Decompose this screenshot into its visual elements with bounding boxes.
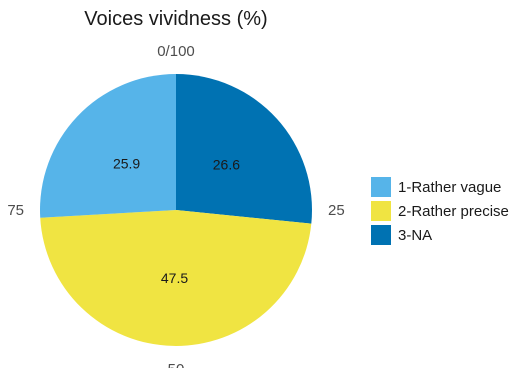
- pie-slices: [40, 74, 312, 346]
- chart-title: Voices vividness (%): [84, 8, 267, 30]
- legend-swatch-2: [371, 201, 391, 221]
- slice-label-3-na: 26.6: [213, 156, 240, 172]
- legend-label-2: 2-Rather precise: [398, 203, 509, 220]
- pie-slice-2-rather-precise: [40, 210, 312, 346]
- angle-tick-labels: 0/100 25 50 75: [7, 43, 344, 368]
- pie-slice-3-na: [176, 74, 312, 224]
- legend-swatch-3: [371, 225, 391, 245]
- slice-label-1-rather-vague: 25.9: [113, 155, 140, 171]
- tick-label-50: 50: [168, 361, 185, 368]
- legend: 1-Rather vague 2-Rather precise 3-NA: [371, 177, 509, 245]
- legend-label-1: 1-Rather vague: [398, 179, 501, 196]
- slice-data-labels: 26.6 47.5 25.9: [113, 155, 240, 286]
- tick-label-75: 75: [7, 202, 24, 219]
- legend-label-3: 3-NA: [398, 227, 432, 244]
- tick-label-0: 0/100: [157, 43, 195, 60]
- slice-label-2-rather-precise: 47.5: [161, 270, 188, 286]
- tick-label-25: 25: [328, 202, 345, 219]
- pie-slice-1-rather-vague: [40, 74, 177, 218]
- legend-swatch-1: [371, 177, 391, 197]
